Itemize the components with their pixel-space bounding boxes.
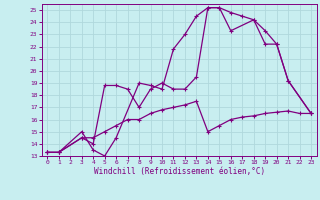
X-axis label: Windchill (Refroidissement éolien,°C): Windchill (Refroidissement éolien,°C)	[94, 167, 265, 176]
